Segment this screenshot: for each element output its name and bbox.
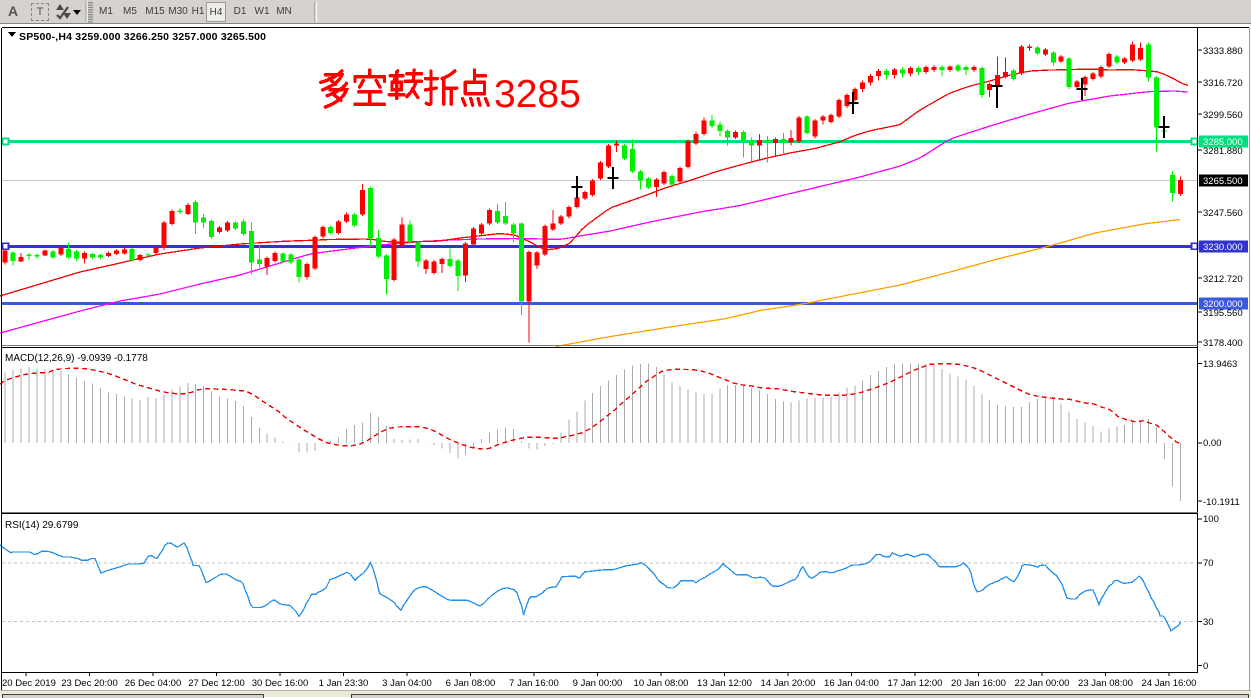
- svg-text:24 Jan 16:00: 24 Jan 16:00: [1142, 678, 1197, 689]
- svg-text:20 Jan 16:00: 20 Jan 16:00: [951, 678, 1006, 689]
- svg-text:27 Dec 12:00: 27 Dec 12:00: [188, 678, 245, 689]
- svg-text:30: 30: [1203, 617, 1214, 628]
- svg-text:0: 0: [1203, 661, 1208, 672]
- svg-text:10 Jan 08:00: 10 Jan 08:00: [634, 678, 689, 689]
- svg-text:3 Jan 04:00: 3 Jan 04:00: [382, 678, 432, 689]
- svg-text:3285: 3285: [494, 73, 581, 116]
- svg-text:3299.560: 3299.560: [1203, 110, 1243, 121]
- svg-text:3212.720: 3212.720: [1203, 274, 1243, 285]
- svg-text:26 Dec 04:00: 26 Dec 04:00: [125, 678, 182, 689]
- svg-text:30 Dec 16:00: 30 Dec 16:00: [252, 678, 309, 689]
- svg-text:3281.880: 3281.880: [1203, 146, 1243, 157]
- svg-text:3285.000: 3285.000: [1203, 137, 1243, 148]
- svg-text:14 Jan 20:00: 14 Jan 20:00: [761, 678, 816, 689]
- svg-text:13 Jan 12:00: 13 Jan 12:00: [697, 678, 752, 689]
- svg-text:3316.720: 3316.720: [1203, 78, 1243, 89]
- svg-text:7 Jan 16:00: 7 Jan 16:00: [509, 678, 559, 689]
- svg-text:SP500-,H4 3259.000 3266.250 3: SP500-,H4 3259.000 3266.250 3257.000 326…: [19, 31, 266, 43]
- svg-text:100: 100: [1203, 514, 1219, 525]
- svg-text:3333.880: 3333.880: [1203, 46, 1243, 57]
- svg-text:3247.560: 3247.560: [1203, 208, 1243, 219]
- svg-text:3200.000: 3200.000: [1203, 299, 1243, 310]
- svg-text:9 Jan 00:00: 9 Jan 00:00: [573, 678, 623, 689]
- svg-text:23 Dec 20:00: 23 Dec 20:00: [61, 678, 118, 689]
- svg-text:22 Jan 00:00: 22 Jan 00:00: [1015, 678, 1070, 689]
- svg-text:23 Jan 08:00: 23 Jan 08:00: [1078, 678, 1133, 689]
- svg-text:70: 70: [1203, 558, 1214, 569]
- svg-text:-10.1911: -10.1911: [1203, 497, 1240, 508]
- svg-text:16 Jan 04:00: 16 Jan 04:00: [824, 678, 879, 689]
- svg-text:13.9463: 13.9463: [1203, 359, 1237, 370]
- svg-text:0.00: 0.00: [1203, 438, 1222, 449]
- svg-text:3195.560: 3195.560: [1203, 308, 1243, 319]
- svg-text:RSI(14) 29.6799: RSI(14) 29.6799: [5, 520, 79, 531]
- svg-text:3265.500: 3265.500: [1203, 176, 1243, 187]
- svg-text:6 Jan 08:00: 6 Jan 08:00: [446, 678, 496, 689]
- svg-text:20 Dec 2019: 20 Dec 2019: [2, 678, 56, 689]
- svg-text:17 Jan 12:00: 17 Jan 12:00: [888, 678, 943, 689]
- svg-text:1 Jan 23:30: 1 Jan 23:30: [319, 678, 369, 689]
- svg-text:3230.000: 3230.000: [1203, 242, 1243, 253]
- svg-text:MACD(12,26,9) -9.0939 -0.1778: MACD(12,26,9) -9.0939 -0.1778: [5, 353, 148, 364]
- svg-text:3178.400: 3178.400: [1203, 338, 1243, 349]
